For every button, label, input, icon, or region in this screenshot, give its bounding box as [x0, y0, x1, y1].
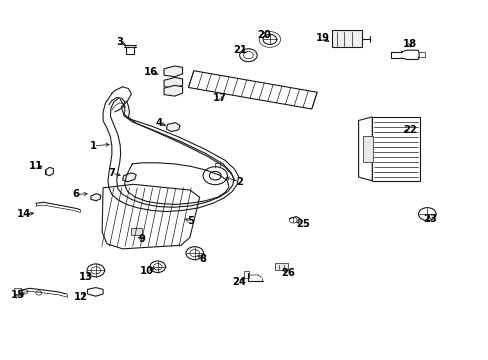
- Text: 1: 1: [90, 141, 97, 151]
- Text: 5: 5: [187, 216, 194, 226]
- Polygon shape: [102, 184, 199, 249]
- Bar: [274, 263, 288, 270]
- Bar: [363, 136, 372, 162]
- Polygon shape: [176, 215, 190, 225]
- Text: 9: 9: [139, 234, 145, 244]
- Text: 7: 7: [108, 168, 115, 178]
- Text: 10: 10: [140, 266, 154, 276]
- Polygon shape: [188, 71, 317, 109]
- Text: 13: 13: [79, 272, 93, 282]
- Polygon shape: [358, 117, 371, 181]
- Text: 17: 17: [213, 93, 226, 103]
- Text: 18: 18: [403, 39, 416, 49]
- Text: 25: 25: [295, 219, 309, 229]
- Polygon shape: [45, 167, 53, 176]
- Text: 15: 15: [11, 291, 25, 301]
- Text: 3: 3: [117, 37, 123, 47]
- Text: 23: 23: [422, 215, 436, 224]
- Text: 6: 6: [73, 189, 80, 199]
- Text: 16: 16: [143, 67, 158, 77]
- Text: 12: 12: [74, 292, 88, 302]
- Bar: [243, 271, 249, 278]
- Bar: [331, 30, 361, 47]
- Bar: [126, 47, 134, 54]
- Polygon shape: [163, 77, 182, 88]
- Polygon shape: [91, 194, 101, 201]
- Text: 14: 14: [17, 209, 31, 219]
- Bar: [131, 228, 142, 234]
- Polygon shape: [87, 288, 103, 296]
- Text: 8: 8: [199, 254, 206, 264]
- Text: 22: 22: [403, 125, 416, 135]
- Bar: [371, 117, 419, 181]
- Text: 26: 26: [281, 267, 295, 278]
- Text: 21: 21: [233, 45, 247, 55]
- Text: 2: 2: [236, 177, 243, 187]
- Text: 4: 4: [155, 118, 163, 128]
- Text: 19: 19: [315, 33, 329, 43]
- Polygon shape: [122, 173, 136, 182]
- Text: 11: 11: [29, 161, 43, 171]
- Polygon shape: [163, 66, 182, 77]
- Bar: [14, 288, 21, 296]
- Text: 24: 24: [232, 277, 246, 287]
- Text: 20: 20: [257, 30, 270, 40]
- Polygon shape: [163, 85, 182, 96]
- Polygon shape: [166, 123, 180, 132]
